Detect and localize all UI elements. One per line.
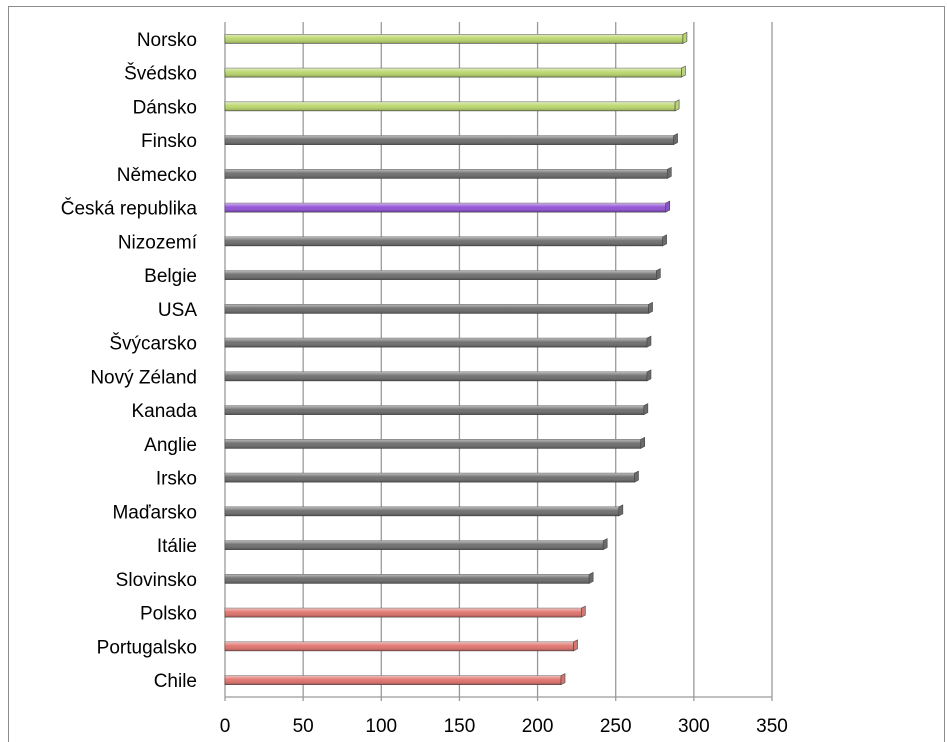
- bar-highlight: [225, 506, 619, 516]
- x-tick-label: 300: [678, 716, 710, 737]
- bar-end-cap: [646, 335, 652, 348]
- category-label: Finsko: [141, 131, 197, 152]
- bar-highlight: [225, 169, 668, 179]
- bar-end-cap: [682, 31, 688, 44]
- bar-end-cap: [640, 436, 646, 449]
- x-axis-ticks: 0 50 100 150 200 250 300 350: [220, 716, 788, 737]
- bar-highlight: [225, 135, 674, 145]
- bar-highlight: [225, 236, 663, 246]
- bar-highlight: [225, 101, 676, 111]
- bar-highlight: [225, 68, 682, 78]
- bar-highlight: [225, 540, 604, 550]
- bar-end-cap: [618, 504, 624, 517]
- bar-highlight: [225, 405, 644, 415]
- bar-highlight: [225, 203, 666, 213]
- bar-end-cap: [588, 571, 594, 584]
- x-tick-label: 150: [444, 716, 476, 737]
- bar-end-cap: [581, 605, 586, 618]
- bar-end-cap: [634, 470, 639, 483]
- x-tick-label: 200: [522, 716, 554, 737]
- bar-end-cap: [681, 65, 686, 78]
- bar-end-cap: [674, 99, 680, 112]
- chart-frame: [8, 6, 945, 742]
- bar-end-cap: [602, 538, 608, 551]
- bar-end-cap: [673, 133, 678, 146]
- category-label: Itálie: [157, 536, 197, 557]
- category-label: Maďarsko: [112, 502, 197, 523]
- category-label: Nizozemí: [118, 232, 198, 253]
- bar-highlight: [225, 34, 683, 44]
- x-tick-label: 100: [365, 716, 397, 737]
- category-label: USA: [158, 300, 197, 321]
- bar-end-cap: [656, 268, 661, 281]
- category-label: Nový Zéland: [90, 367, 197, 388]
- bar-end-cap: [643, 403, 649, 416]
- bar-highlight: [225, 473, 635, 483]
- category-label: Chile: [154, 671, 197, 692]
- category-label: Norsko: [137, 30, 197, 51]
- bar-highlight: [225, 641, 574, 651]
- category-labels: Norsko Švédsko Dánsko Finsko Německo Česká re…: [61, 30, 198, 692]
- bar-highlight: [225, 439, 641, 449]
- bar-end-cap: [665, 200, 671, 213]
- x-tick-label: 0: [220, 716, 231, 737]
- bar-highlight: [225, 608, 582, 618]
- category-label: Portugalsko: [97, 637, 197, 658]
- category-label: Švýcarsko: [109, 333, 197, 355]
- bar-end-cap: [666, 166, 672, 179]
- x-tick-label: 250: [600, 716, 632, 737]
- bar-highlight: [225, 304, 649, 314]
- category-label: Česká republika: [61, 198, 198, 220]
- category-label: Kanada: [131, 401, 197, 422]
- category-label: Slovinsko: [116, 570, 197, 591]
- category-label: Irsko: [156, 469, 197, 490]
- bar-end-cap: [573, 639, 578, 652]
- bars: [224, 31, 688, 686]
- bar-end-cap: [646, 369, 652, 382]
- category-label: Polsko: [140, 604, 197, 625]
- bar-end-cap: [662, 234, 667, 247]
- bar-end-cap: [648, 301, 653, 314]
- bar-highlight: [225, 574, 590, 584]
- bar-highlight: [225, 270, 657, 280]
- category-label: Anglie: [144, 435, 197, 456]
- bar-end-cap: [560, 673, 566, 686]
- bar-highlight: [225, 371, 647, 381]
- category-label: Švédsko: [124, 63, 197, 85]
- x-tick-label: 50: [293, 716, 314, 737]
- bar-highlight: [225, 675, 562, 685]
- gridlines: [224, 22, 773, 701]
- bar-highlight: [225, 338, 647, 348]
- category-label: Dánsko: [133, 97, 197, 118]
- x-tick-label: 350: [756, 716, 788, 737]
- category-label: Belgie: [144, 266, 197, 287]
- category-label: Německo: [117, 165, 197, 186]
